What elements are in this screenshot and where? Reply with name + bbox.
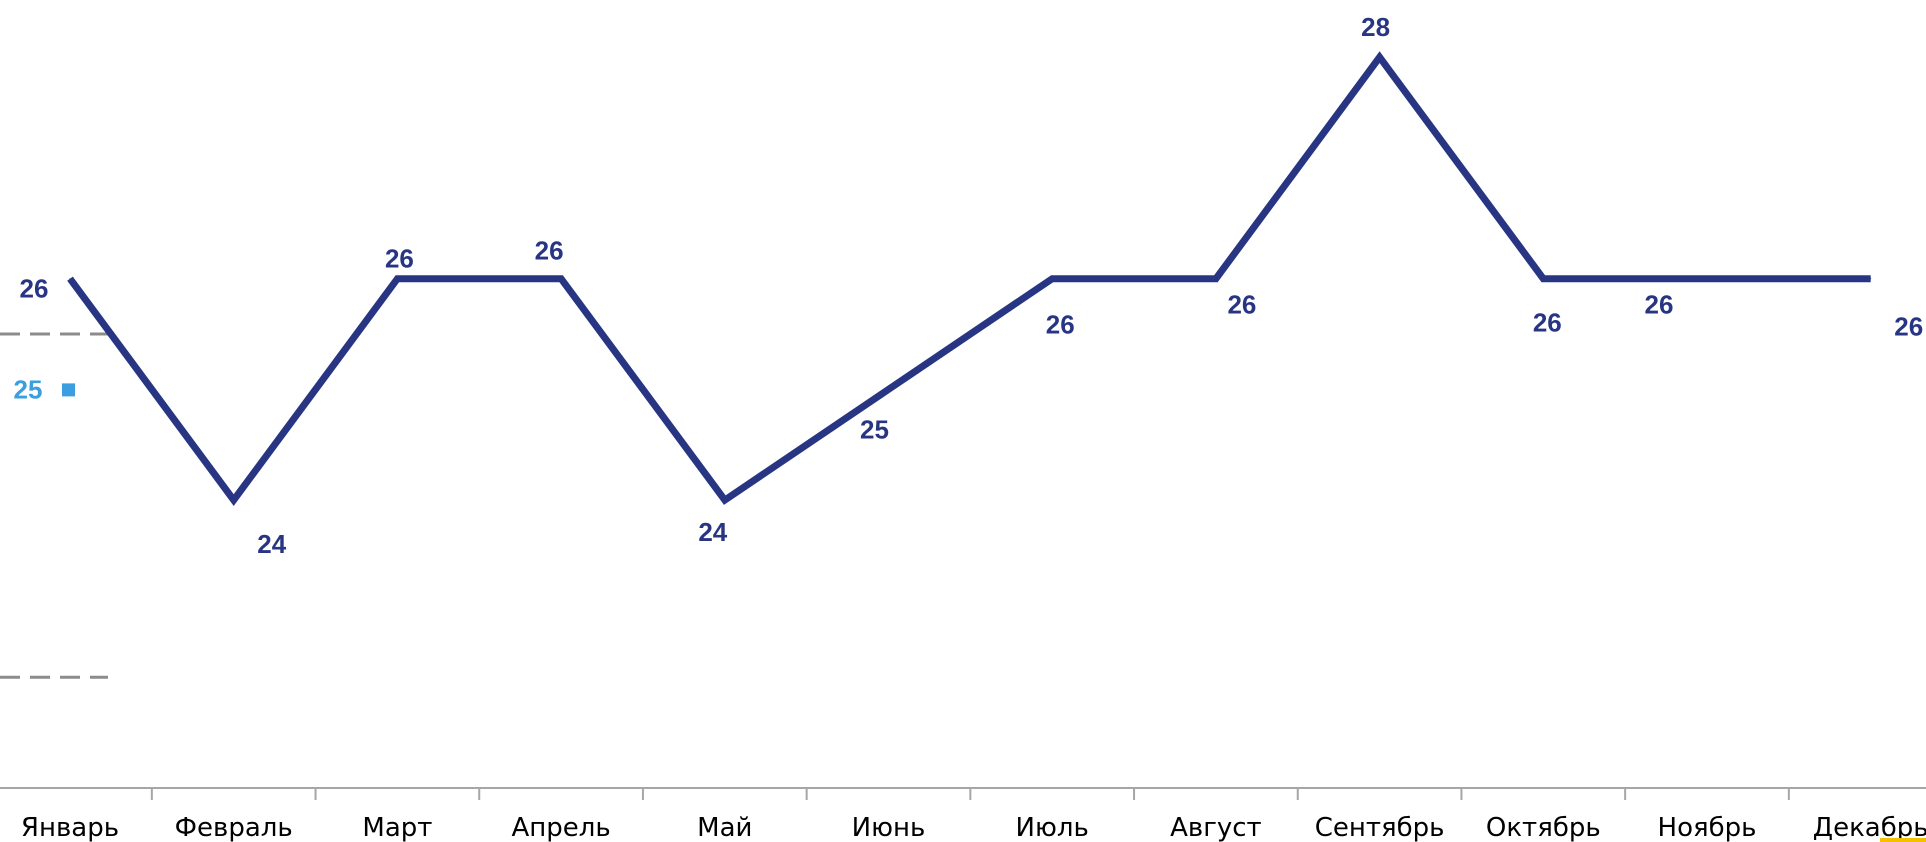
data-point [233,499,235,501]
data-point [888,388,889,390]
x-tick-label: Февраль [175,813,293,842]
data-point [1870,278,1872,280]
data-point [396,278,398,280]
data-label: 28 [1361,12,1390,42]
x-tick-label: Декабрь [1813,813,1926,842]
x-tick-label: Март [362,813,432,842]
data-label: 26 [385,244,414,274]
x-tick-label: Август [1170,813,1262,842]
x-tick-label: Сентябрь [1315,813,1445,842]
data-point [560,278,562,280]
data-point [1379,56,1381,58]
data-point [724,499,726,501]
series-line-group [67,51,1872,506]
average-marker-square [62,383,75,397]
x-tick-label: Ноябрь [1658,813,1757,842]
x-axis [0,787,1926,800]
data-label: 24 [257,529,286,559]
series-line [67,51,1871,506]
x-tick-label: Октябрь [1486,813,1601,842]
data-label: 26 [1533,308,1562,338]
x-tick-label: Июнь [852,813,926,842]
x-tick-label: Январь [21,813,119,842]
data-label: 26 [20,274,49,304]
data-point [1706,278,1708,280]
average-label: 25 [14,374,43,404]
value-labels: 26 24 26 26 24 25 26 26 28 26 26 26 [20,12,1924,559]
data-point [1542,278,1544,280]
x-tick-label: Июль [1016,813,1089,842]
x-tick-label: Апрель [511,813,610,842]
data-label: 26 [1645,290,1674,320]
reference-lines [0,332,108,679]
data-label: 24 [698,517,727,547]
data-point [1215,278,1217,280]
x-tick-labels: Январь Февраль Март Апрель Май Июнь Июль Август… [21,813,1926,842]
data-label: 25 [860,414,889,444]
data-label: 26 [535,236,564,266]
data-point [69,278,71,280]
data-label: 26 [1046,310,1075,340]
x-tick-label: Май [697,813,752,842]
data-label: 26 [1894,312,1923,342]
data-point [1051,278,1053,280]
data-label: 26 [1227,290,1256,320]
average-marker: 25 [14,374,75,404]
